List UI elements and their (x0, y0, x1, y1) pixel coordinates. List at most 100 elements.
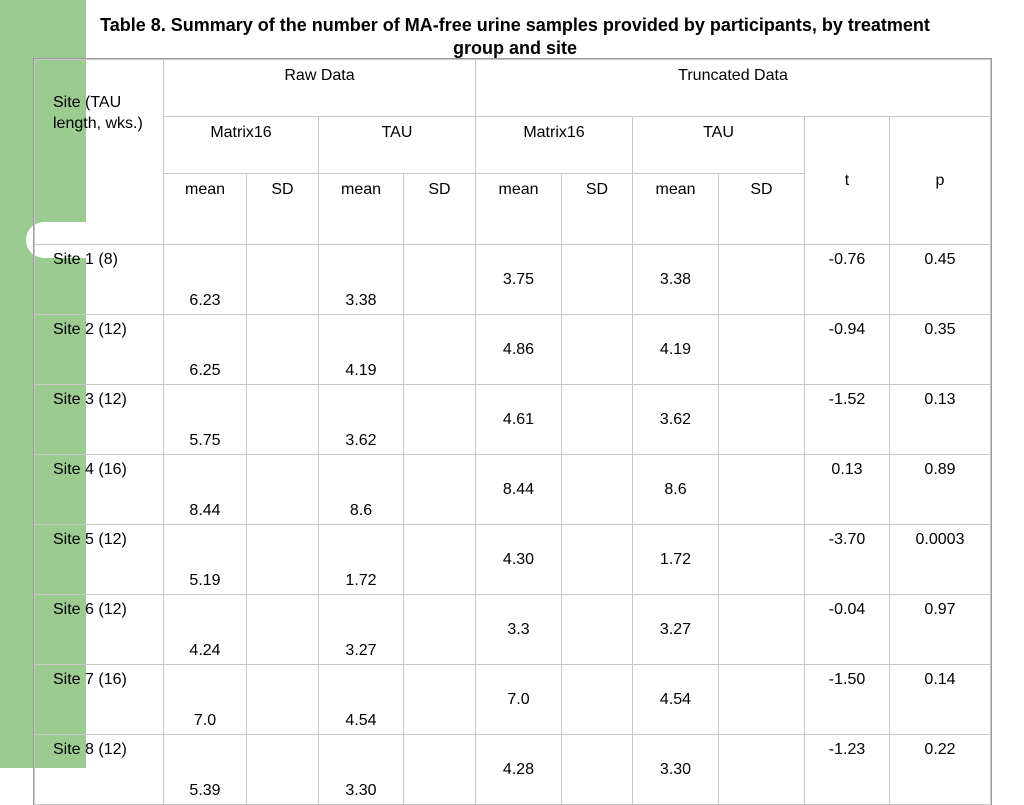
summary-table: Site (TAU length, wks.) Raw Data Truncat… (33, 58, 992, 805)
truncated-matrix16-sd (561, 384, 633, 455)
table-row: Site 1 (8) 6.23 3.38 3.75 3.38 -0.76 0.4… (34, 244, 991, 315)
truncated-matrix16-mean: 3.3 (475, 594, 562, 665)
truncated-tau-mean-header: mean (632, 173, 719, 245)
truncated-tau-mean: 4.54 (632, 664, 719, 735)
t-value: -1.50 (804, 664, 890, 735)
raw-tau-mean: 3.62 (318, 384, 404, 455)
raw-matrix16-sd-header: SD (246, 173, 319, 245)
table-row: Site 4 (16) 8.44 8.6 8.44 8.6 0.13 0.89 (34, 454, 991, 525)
truncated-data-header: Truncated Data (475, 59, 991, 117)
raw-tau-header: TAU (318, 116, 476, 174)
raw-tau-mean: 3.30 (318, 734, 404, 805)
truncated-matrix16-sd (561, 664, 633, 735)
raw-matrix16-mean: 5.75 (163, 384, 247, 455)
raw-matrix16-mean: 5.19 (163, 524, 247, 595)
site-name: Site 6 (12) (34, 594, 164, 665)
raw-tau-mean: 4.54 (318, 664, 404, 735)
truncated-tau-mean: 3.62 (632, 384, 719, 455)
table-row: Site 2 (12) 6.25 4.19 4.86 4.19 -0.94 0.… (34, 314, 991, 385)
truncated-tau-sd (718, 314, 805, 385)
truncated-matrix16-mean: 4.86 (475, 314, 562, 385)
raw-matrix16-mean: 8.44 (163, 454, 247, 525)
truncated-matrix16-sd-header: SD (561, 173, 633, 245)
raw-matrix16-mean-header: mean (163, 173, 247, 245)
truncated-matrix16-mean-header: mean (475, 173, 562, 245)
raw-matrix16-sd (246, 594, 319, 665)
site-name: Site 3 (12) (34, 384, 164, 455)
raw-tau-sd (403, 594, 476, 665)
site-name: Site 5 (12) (34, 524, 164, 595)
raw-matrix16-sd (246, 454, 319, 525)
truncated-matrix16-mean: 3.75 (475, 244, 562, 315)
t-value: -1.23 (804, 734, 890, 805)
p-value: 0.0003 (889, 524, 991, 595)
raw-tau-sd (403, 314, 476, 385)
t-value: -3.70 (804, 524, 890, 595)
site-name: Site 4 (16) (34, 454, 164, 525)
table-row: Site 7 (16) 7.0 4.54 7.0 4.54 -1.50 0.14 (34, 664, 991, 735)
truncated-tau-mean: 3.30 (632, 734, 719, 805)
truncated-tau-sd (718, 454, 805, 525)
raw-matrix16-mean: 6.25 (163, 314, 247, 385)
raw-tau-mean: 1.72 (318, 524, 404, 595)
truncated-tau-sd-header: SD (718, 173, 805, 245)
site-name: Site 8 (12) (34, 734, 164, 805)
p-value: 0.45 (889, 244, 991, 315)
raw-tau-sd (403, 734, 476, 805)
site-name: Site 2 (12) (34, 314, 164, 385)
table-row: Site 8 (12) 5.39 3.30 4.28 3.30 -1.23 0.… (34, 734, 991, 805)
raw-tau-sd (403, 664, 476, 735)
p-value: 0.14 (889, 664, 991, 735)
raw-tau-sd (403, 244, 476, 315)
raw-tau-mean: 8.6 (318, 454, 404, 525)
raw-matrix16-mean: 4.24 (163, 594, 247, 665)
raw-tau-sd (403, 524, 476, 595)
truncated-matrix16-sd (561, 314, 633, 385)
p-value: 0.22 (889, 734, 991, 805)
t-value: -0.94 (804, 314, 890, 385)
site-name: Site 1 (8) (34, 244, 164, 315)
raw-matrix16-sd (246, 244, 319, 315)
truncated-tau-sd (718, 594, 805, 665)
truncated-tau-header: TAU (632, 116, 805, 174)
raw-matrix16-header: Matrix16 (163, 116, 319, 174)
raw-tau-mean-header: mean (318, 173, 404, 245)
p-value: 0.89 (889, 454, 991, 525)
truncated-matrix16-mean: 7.0 (475, 664, 562, 735)
truncated-tau-mean: 1.72 (632, 524, 719, 595)
truncated-tau-sd (718, 244, 805, 315)
truncated-matrix16-sd (561, 244, 633, 315)
truncated-tau-sd (718, 664, 805, 735)
truncated-tau-mean: 8.6 (632, 454, 719, 525)
raw-data-header: Raw Data (163, 59, 476, 117)
truncated-matrix16-mean: 4.30 (475, 524, 562, 595)
truncated-matrix16-sd (561, 454, 633, 525)
t-value: -0.76 (804, 244, 890, 315)
truncated-matrix16-mean: 8.44 (475, 454, 562, 525)
truncated-tau-mean: 3.38 (632, 244, 719, 315)
t-value: -0.04 (804, 594, 890, 665)
site-name: Site 7 (16) (34, 664, 164, 735)
truncated-matrix16-sd (561, 734, 633, 805)
raw-matrix16-mean: 5.39 (163, 734, 247, 805)
t-value: -1.52 (804, 384, 890, 455)
raw-matrix16-sd (246, 524, 319, 595)
raw-tau-sd (403, 454, 476, 525)
raw-tau-sd (403, 384, 476, 455)
truncated-tau-mean: 3.27 (632, 594, 719, 665)
table-row: Site 5 (12) 5.19 1.72 4.30 1.72 -3.70 0.… (34, 524, 991, 595)
truncated-matrix16-header: Matrix16 (475, 116, 633, 174)
table-title: Table 8. Summary of the number of MA-fre… (100, 15, 930, 58)
raw-matrix16-sd (246, 384, 319, 455)
raw-matrix16-sd (246, 314, 319, 385)
p-value: 0.13 (889, 384, 991, 455)
raw-matrix16-mean: 7.0 (163, 664, 247, 735)
truncated-tau-sd (718, 734, 805, 805)
truncated-matrix16-sd (561, 594, 633, 665)
table-row: Site 3 (12) 5.75 3.62 4.61 3.62 -1.52 0.… (34, 384, 991, 455)
raw-matrix16-sd (246, 664, 319, 735)
table-row: Site 6 (12) 4.24 3.27 3.3 3.27 -0.04 0.9… (34, 594, 991, 665)
truncated-tau-sd (718, 384, 805, 455)
p-value: 0.35 (889, 314, 991, 385)
truncated-tau-mean: 4.19 (632, 314, 719, 385)
